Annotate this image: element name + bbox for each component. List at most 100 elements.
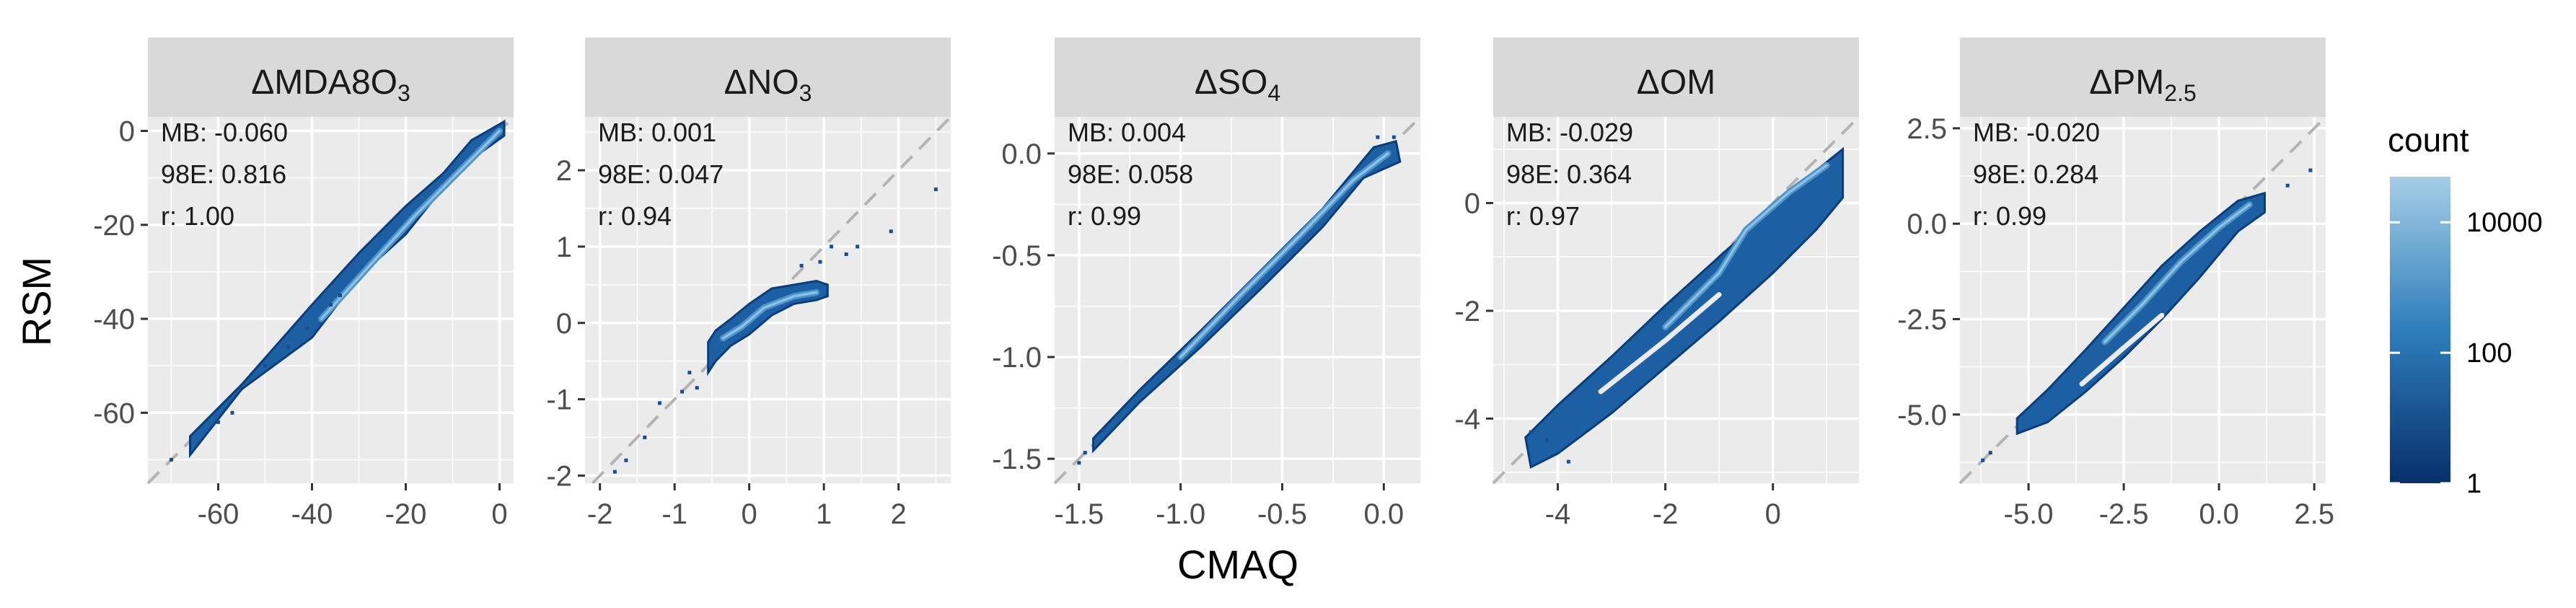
y-tick-label: -1.0: [992, 342, 1042, 374]
x-tick-label: -5.0: [2004, 498, 2054, 530]
y-tick-label: 0.0: [1001, 138, 1042, 170]
density-band: [1092, 140, 1402, 454]
y-tick-label: 1: [556, 232, 572, 263]
outlier-point: [338, 293, 342, 297]
density-gap: [1598, 292, 1722, 395]
stat-98e: 98E: 0.816: [161, 159, 286, 189]
outlier-point: [624, 458, 628, 462]
outlier-point: [2285, 183, 2290, 188]
outlier-point: [643, 436, 647, 439]
panel-title: ΔMDA8O3: [251, 63, 410, 106]
y-tick-label: -2: [546, 460, 572, 492]
stat-mb: MB: -0.029: [1506, 118, 1633, 147]
y-tick-label: -2.5: [1897, 304, 1947, 335]
panel-title: ΔOM: [1637, 63, 1715, 102]
panel-title: ΔNO3: [724, 63, 812, 106]
one-to-one-line: [591, 115, 952, 485]
outlier-point: [933, 188, 938, 192]
outlier-point: [612, 470, 617, 474]
y-tick-label: -2: [1454, 296, 1480, 327]
outlier-point: [305, 326, 309, 330]
y-axis-title: RSM: [14, 257, 59, 346]
density-core-peak: [721, 291, 818, 340]
outlier-point: [1545, 438, 1549, 442]
y-tick-label: -0.5: [992, 240, 1042, 272]
y-tick-label: -1.5: [992, 444, 1042, 475]
panel-title: ΔPM2.5: [2089, 63, 2197, 106]
x-tick-label: 0.0: [2199, 498, 2239, 530]
panel-strip: [1493, 38, 1859, 117]
gridlines: [148, 117, 514, 483]
panel-5: ΔPM2.5 MB: -0.020 98E: 0.284 r: 0.99 -5.0 -2.…: [1897, 38, 2334, 530]
panel-title: ΔSO4: [1195, 63, 1280, 106]
gridlines: [1960, 117, 2326, 483]
y-tick-label: -4: [1454, 403, 1480, 435]
outlier-point: [695, 386, 699, 390]
stat-98e: 98E: 0.364: [1506, 159, 1632, 189]
x-tick-label: 0: [1765, 498, 1781, 530]
panel-strip: [1055, 38, 1420, 117]
outlier-point: [1376, 135, 1380, 139]
y-tick-label: -5.0: [1897, 400, 1947, 431]
y-tick-label: 2: [556, 155, 572, 187]
x-tick-label: -1: [661, 498, 687, 530]
x-tick-label: -60: [198, 498, 239, 530]
panel-strip: [148, 38, 514, 117]
stat-r: r: 0.97: [1506, 201, 1580, 231]
stat-r: r: 0.99: [1973, 201, 2047, 231]
legend-tick-label: 100: [2466, 338, 2512, 369]
x-tick-label: 0: [491, 498, 507, 530]
density-gap: [2079, 312, 2165, 387]
outlier-point: [844, 252, 848, 256]
x-tick-label: 1: [816, 498, 832, 530]
outlier-point: [1529, 430, 1533, 434]
x-tick-label: 0: [742, 498, 757, 530]
stat-mb: MB: 0.004: [1068, 118, 1186, 147]
panel-strip: [1960, 38, 2326, 117]
density-core-peak: [2103, 203, 2251, 343]
outlier-point: [657, 401, 661, 405]
x-tick-label: -0.5: [1257, 498, 1307, 530]
legend-tick-label: 10000: [2466, 208, 2543, 238]
density-band: [2015, 191, 2266, 436]
stat-98e: 98E: 0.047: [598, 159, 724, 189]
x-tick-label: 2.5: [2294, 498, 2334, 530]
outlier-point: [856, 244, 860, 249]
outlier-point: [1566, 459, 1570, 464]
outlier-point: [286, 345, 291, 349]
y-tick-label: -20: [93, 210, 135, 242]
outlier-point: [1077, 461, 1081, 465]
legend-title: count: [2388, 121, 2469, 159]
x-tick-label: -2: [1653, 498, 1679, 530]
y-tick-label: -1: [546, 384, 572, 416]
x-tick-label: -4: [1545, 498, 1571, 530]
x-tick-label: -40: [291, 498, 333, 530]
x-tick-label: 0.0: [1363, 498, 1404, 530]
y-tick-label: 0: [119, 116, 135, 148]
x-tick-label: -2.5: [2099, 498, 2149, 530]
outlier-point: [799, 263, 804, 268]
outlier-point: [329, 303, 333, 307]
y-tick-label: 0.0: [1907, 208, 1947, 240]
stat-r: r: 1.00: [161, 201, 234, 231]
outlier-point: [1392, 135, 1396, 139]
outlier-point: [2308, 168, 2313, 172]
x-tick-label: -1.5: [1054, 498, 1104, 530]
stat-98e: 98E: 0.284: [1973, 159, 2098, 189]
y-tick-label: 0: [556, 308, 572, 340]
legend-colorbar: [2390, 177, 2450, 483]
stat-mb: MB: 0.001: [598, 118, 716, 147]
gridlines: [1055, 117, 1420, 483]
outlier-point: [1981, 458, 1985, 462]
stat-98e: 98E: 0.058: [1068, 159, 1193, 189]
outlier-point: [889, 229, 893, 234]
y-tick-label: -40: [93, 304, 135, 335]
legend: count 1 100 10000: [2388, 121, 2543, 499]
panel-1: ΔMDA8O3 MB: -0.060 98E: 0.816 r: 1.00 -60 -40…: [93, 38, 515, 530]
x-tick-label: -2: [587, 498, 613, 530]
outlier-point: [818, 260, 822, 264]
y-tick-label: 0: [1464, 188, 1480, 220]
